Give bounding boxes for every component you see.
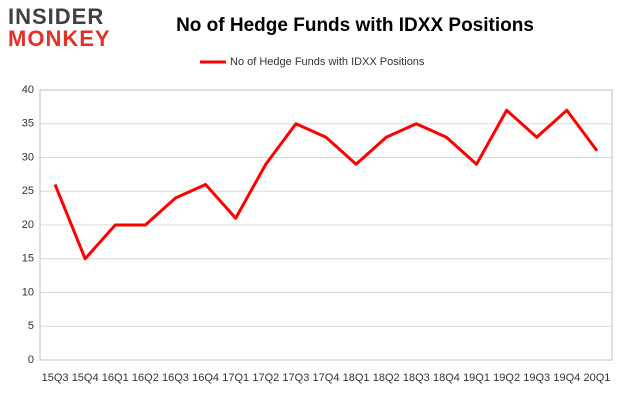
y-tick-label: 25 [22, 185, 34, 197]
y-tick-label: 20 [22, 219, 34, 231]
x-tick-label: 16Q4 [192, 372, 219, 384]
x-tick-label: 18Q2 [373, 372, 400, 384]
y-tick-label: 35 [22, 118, 34, 130]
x-tick-label: 17Q3 [282, 372, 309, 384]
plot-border [39, 89, 613, 361]
series-line [53, 108, 599, 261]
x-tick-label: 15Q3 [42, 372, 69, 384]
x-tick-label: 19Q1 [463, 372, 490, 384]
x-tick-label: 17Q4 [313, 372, 340, 384]
y-tick-label: 0 [28, 354, 34, 366]
x-tick-label: 16Q2 [132, 372, 159, 384]
y-tick-label: 15 [22, 253, 34, 265]
x-tick-label: 18Q3 [403, 372, 430, 384]
x-tick-label: 19Q4 [553, 372, 580, 384]
logo-top: INSIDER [8, 4, 104, 29]
x-tick-label: 15Q4 [72, 372, 99, 384]
y-tick-label: 5 [28, 320, 34, 332]
logo-bottom: MONKEY [8, 26, 111, 51]
x-tick-label: 18Q1 [343, 372, 370, 384]
chart-title: No of Hedge Funds with IDXX Positions [176, 15, 534, 36]
x-tick-label: 19Q3 [523, 372, 550, 384]
y-tick-label: 40 [22, 84, 34, 96]
x-tick-label: 16Q1 [102, 372, 129, 384]
x-tick-label: 17Q1 [222, 372, 249, 384]
x-tick-label: 20Q1 [583, 372, 610, 384]
y-tick-label: 10 [22, 286, 34, 298]
y-tick-label: 30 [22, 151, 34, 163]
x-tick-label: 19Q2 [493, 372, 520, 384]
legend-label: No of Hedge Funds with IDXX Positions [230, 56, 425, 68]
x-tick-label: 16Q3 [162, 372, 189, 384]
x-tick-label: 18Q4 [433, 372, 460, 384]
x-tick-label: 17Q2 [252, 372, 279, 384]
